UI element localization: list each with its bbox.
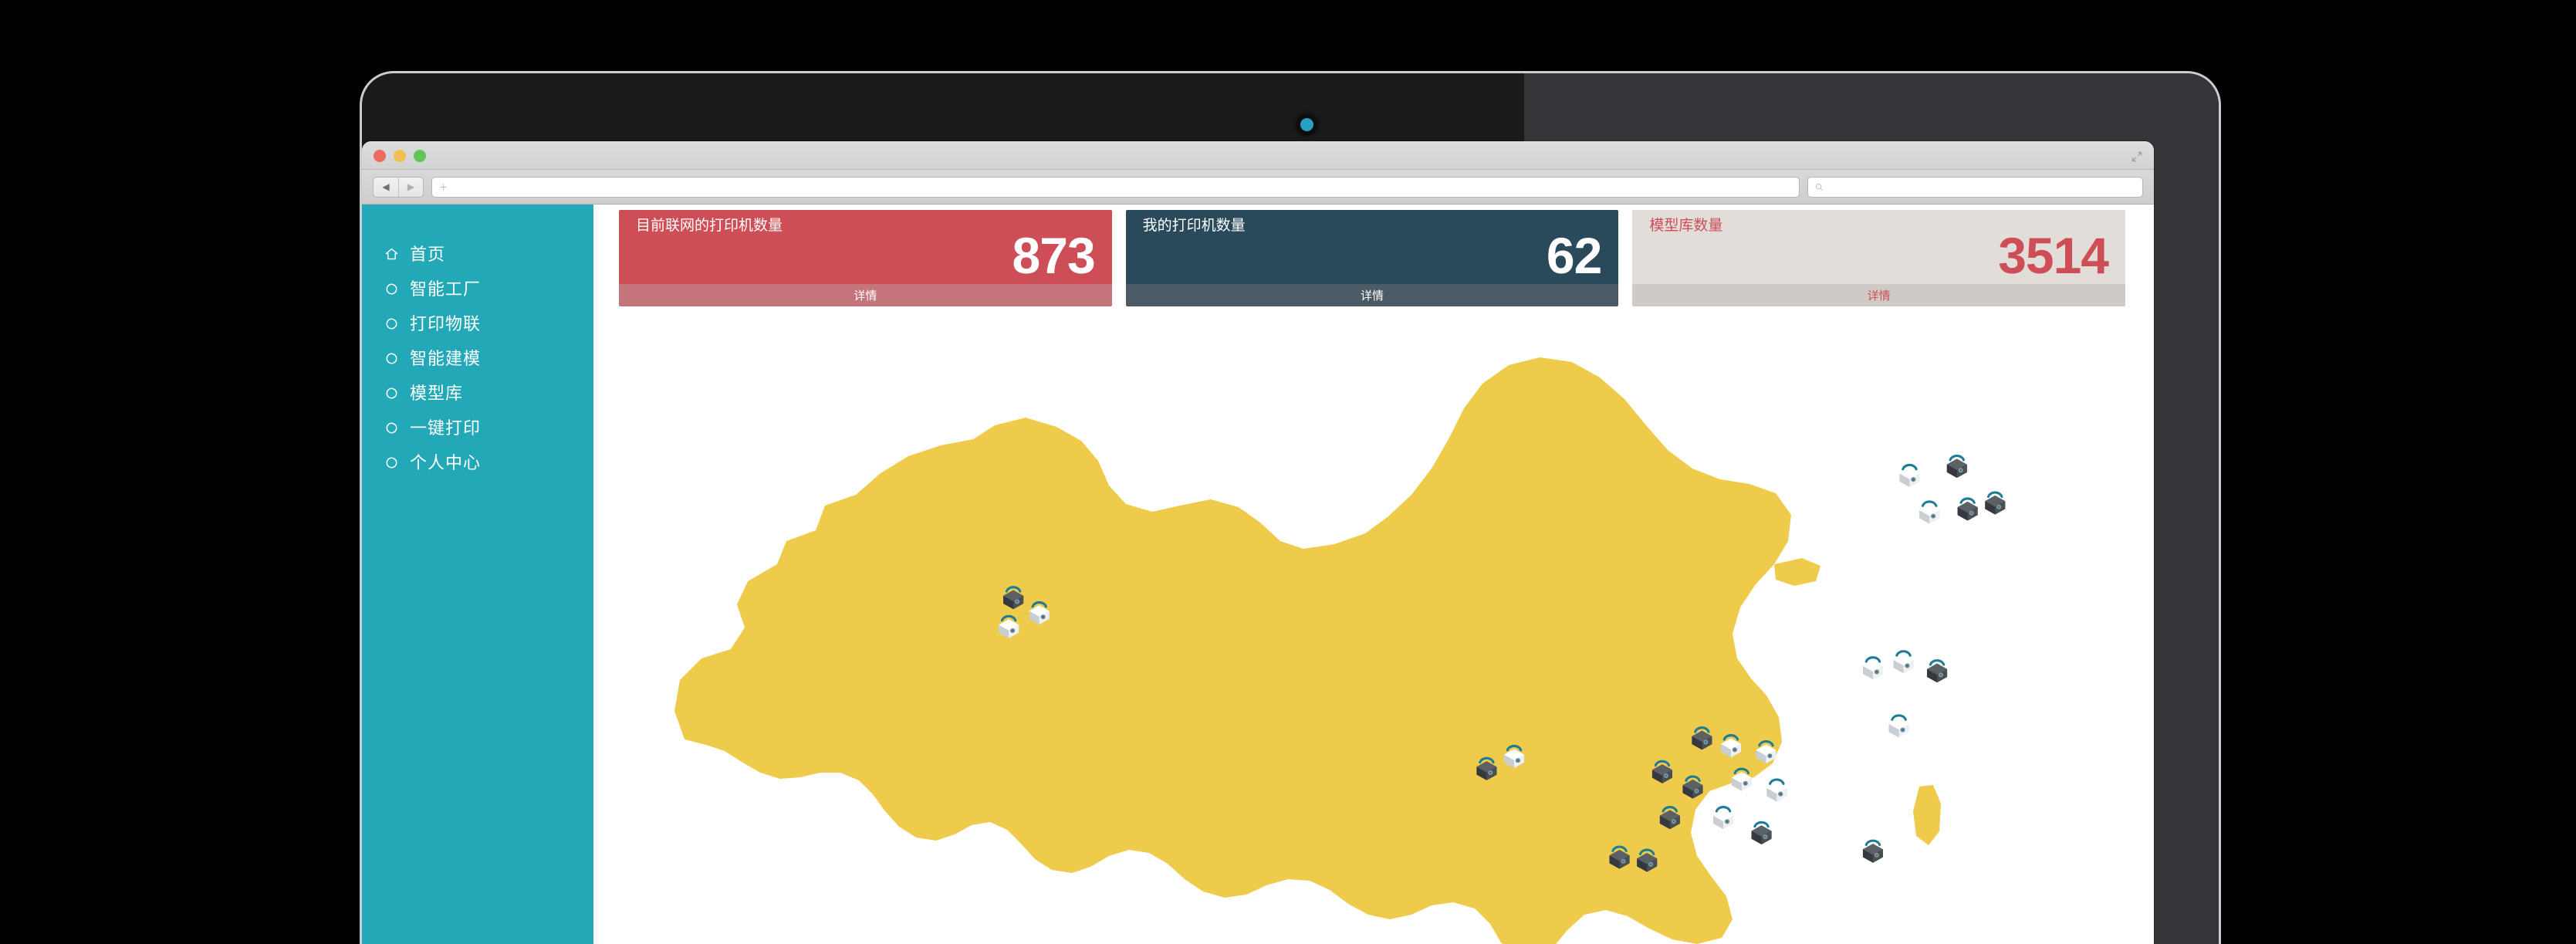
forward-button[interactable]: ▶ xyxy=(398,177,423,197)
printer-marker-light[interactable] xyxy=(1713,806,1734,830)
browser-toolbar: ◀ ▶ xyxy=(362,170,2154,205)
printer-marker-light[interactable] xyxy=(1766,778,1787,802)
navigation-buttons: ◀ ▶ xyxy=(373,176,424,198)
printer-marker-dark[interactable] xyxy=(1957,497,1978,521)
webcam-indicator-icon xyxy=(1300,118,1313,131)
zoom-button-icon[interactable] xyxy=(414,150,426,162)
sidebar-item-one-click-print[interactable]: 一键打印 xyxy=(362,411,593,445)
printer-marker-light[interactable] xyxy=(1893,650,1914,674)
window-controls xyxy=(374,150,426,162)
home-icon xyxy=(385,248,398,260)
china-map-panel xyxy=(593,310,2154,944)
back-button[interactable]: ◀ xyxy=(382,181,390,192)
printer-marker-dark[interactable] xyxy=(1003,586,1024,610)
printer-marker-light[interactable] xyxy=(1899,463,1920,488)
taiwan-island xyxy=(1913,785,1941,845)
browser-titlebar xyxy=(362,141,2154,170)
stat-card-value: 62 xyxy=(1546,227,1602,284)
printer-marker-light[interactable] xyxy=(999,614,1019,638)
printer-marker-dark[interactable] xyxy=(1946,455,1967,479)
printer-marker-light[interactable] xyxy=(1503,744,1525,769)
sidebar-item-label: 一键打印 xyxy=(410,418,482,438)
main-content: 目前联网的打印机数量 873 详情 我的打印机数量 62 详情 模型库数量 3514 详情 xyxy=(593,205,2154,944)
sidebar-item-smart-factory[interactable]: 智能工厂 xyxy=(362,272,593,306)
sidebar-item-label: 智能工厂 xyxy=(410,279,482,299)
stat-card-details-link[interactable]: 详情 xyxy=(1125,284,1619,306)
page-body: 首页 智能工厂 打印物联 智能建模 模型库 一键打印 个人中心 目前联网的打印机数量 873 详… xyxy=(362,205,2154,944)
close-button-icon[interactable] xyxy=(374,150,386,162)
sidebar-item-label: 智能建模 xyxy=(410,348,482,368)
printer-marker-dark[interactable] xyxy=(1927,659,1948,683)
add-tab-icon xyxy=(440,183,447,191)
stat-cards-row: 目前联网的打印机数量 873 详情 我的打印机数量 62 详情 模型库数量 3514 详情 xyxy=(593,205,2154,306)
stat-card-value: 3514 xyxy=(1998,227,2109,284)
stat-card[interactable]: 我的打印机数量 62 详情 xyxy=(1125,210,1619,306)
sidebar-item-label: 首页 xyxy=(410,244,446,264)
printer-marker-light[interactable] xyxy=(1731,767,1752,791)
stat-card-body: 目前联网的打印机数量 873 xyxy=(619,210,1112,284)
china-map[interactable] xyxy=(593,310,2154,944)
printer-marker-dark[interactable] xyxy=(1682,775,1703,799)
sidebar-item-label: 打印物联 xyxy=(410,313,482,333)
sidebar-nav: 首页智能工厂打印物联智能建模模型库一键打印个人中心 xyxy=(362,205,593,944)
stat-card-value: 873 xyxy=(1012,227,1096,284)
sidebar-item-model-library[interactable]: 模型库 xyxy=(362,376,593,411)
printer-marker-light[interactable] xyxy=(1888,714,1909,738)
stat-card-body: 模型库数量 3514 xyxy=(1632,210,2126,284)
fullscreen-resize-icon[interactable] xyxy=(2131,151,2143,163)
printer-marker-dark[interactable] xyxy=(1637,848,1658,872)
printer-marker-dark[interactable] xyxy=(1609,845,1630,869)
map-landmass xyxy=(674,357,1941,944)
shandong-peninsula xyxy=(1774,558,1820,586)
sidebar-item-label: 模型库 xyxy=(410,383,464,403)
stat-card-title: 目前联网的打印机数量 xyxy=(636,218,783,234)
circle-icon xyxy=(386,422,397,434)
stat-card[interactable]: 目前联网的打印机数量 873 详情 xyxy=(619,210,1112,306)
sidebar-item-label: 个人中心 xyxy=(410,452,482,472)
sidebar-item-home[interactable]: 首页 xyxy=(362,237,593,272)
sidebar-item-print-iot[interactable]: 打印物联 xyxy=(362,306,593,341)
printer-marker-light[interactable] xyxy=(1919,500,1940,524)
minimize-button-icon[interactable] xyxy=(394,150,406,162)
printer-marker-dark[interactable] xyxy=(1651,760,1672,783)
china-mainland xyxy=(674,357,1791,944)
circle-icon xyxy=(386,318,397,330)
sidebar-item-personal-center[interactable]: 个人中心 xyxy=(362,445,593,480)
browser-window: ◀ ▶ 首页 智能工厂 打印物联 智能建模 模型库 一键打印 个人中心 目前联网的 xyxy=(362,141,2154,944)
sidebar-item-smart-modeling[interactable]: 智能建模 xyxy=(362,341,593,376)
address-bar[interactable] xyxy=(431,176,1800,198)
printer-marker-layer xyxy=(999,455,2006,872)
stat-card-title: 我的打印机数量 xyxy=(1142,218,1246,234)
stat-card-body: 我的打印机数量 62 xyxy=(1125,210,1619,284)
stat-card-details-link[interactable]: 详情 xyxy=(619,284,1112,306)
printer-marker-dark[interactable] xyxy=(1476,756,1497,780)
printer-marker-light[interactable] xyxy=(1720,734,1742,758)
printer-marker-dark[interactable] xyxy=(1862,839,1884,863)
search-icon xyxy=(1815,183,1823,191)
printer-marker-light[interactable] xyxy=(1029,601,1050,625)
stat-card-details-link[interactable]: 详情 xyxy=(1632,284,2126,306)
printer-marker-light[interactable] xyxy=(1862,656,1884,680)
circle-icon xyxy=(386,283,397,295)
stat-card-title: 模型库数量 xyxy=(1649,218,1723,234)
printer-marker-dark[interactable] xyxy=(1751,821,1772,844)
laptop-device: ◀ ▶ 首页 智能工厂 打印物联 智能建模 模型库 一键打印 个人中心 目前联网的 xyxy=(360,71,2221,944)
circle-icon xyxy=(386,387,397,399)
stat-card[interactable]: 模型库数量 3514 详情 xyxy=(1632,210,2126,306)
circle-icon xyxy=(386,457,397,469)
circle-icon xyxy=(386,353,397,364)
printer-marker-light[interactable] xyxy=(1756,739,1776,764)
search-bar[interactable] xyxy=(1807,176,2143,198)
printer-marker-dark[interactable] xyxy=(1985,491,2006,515)
